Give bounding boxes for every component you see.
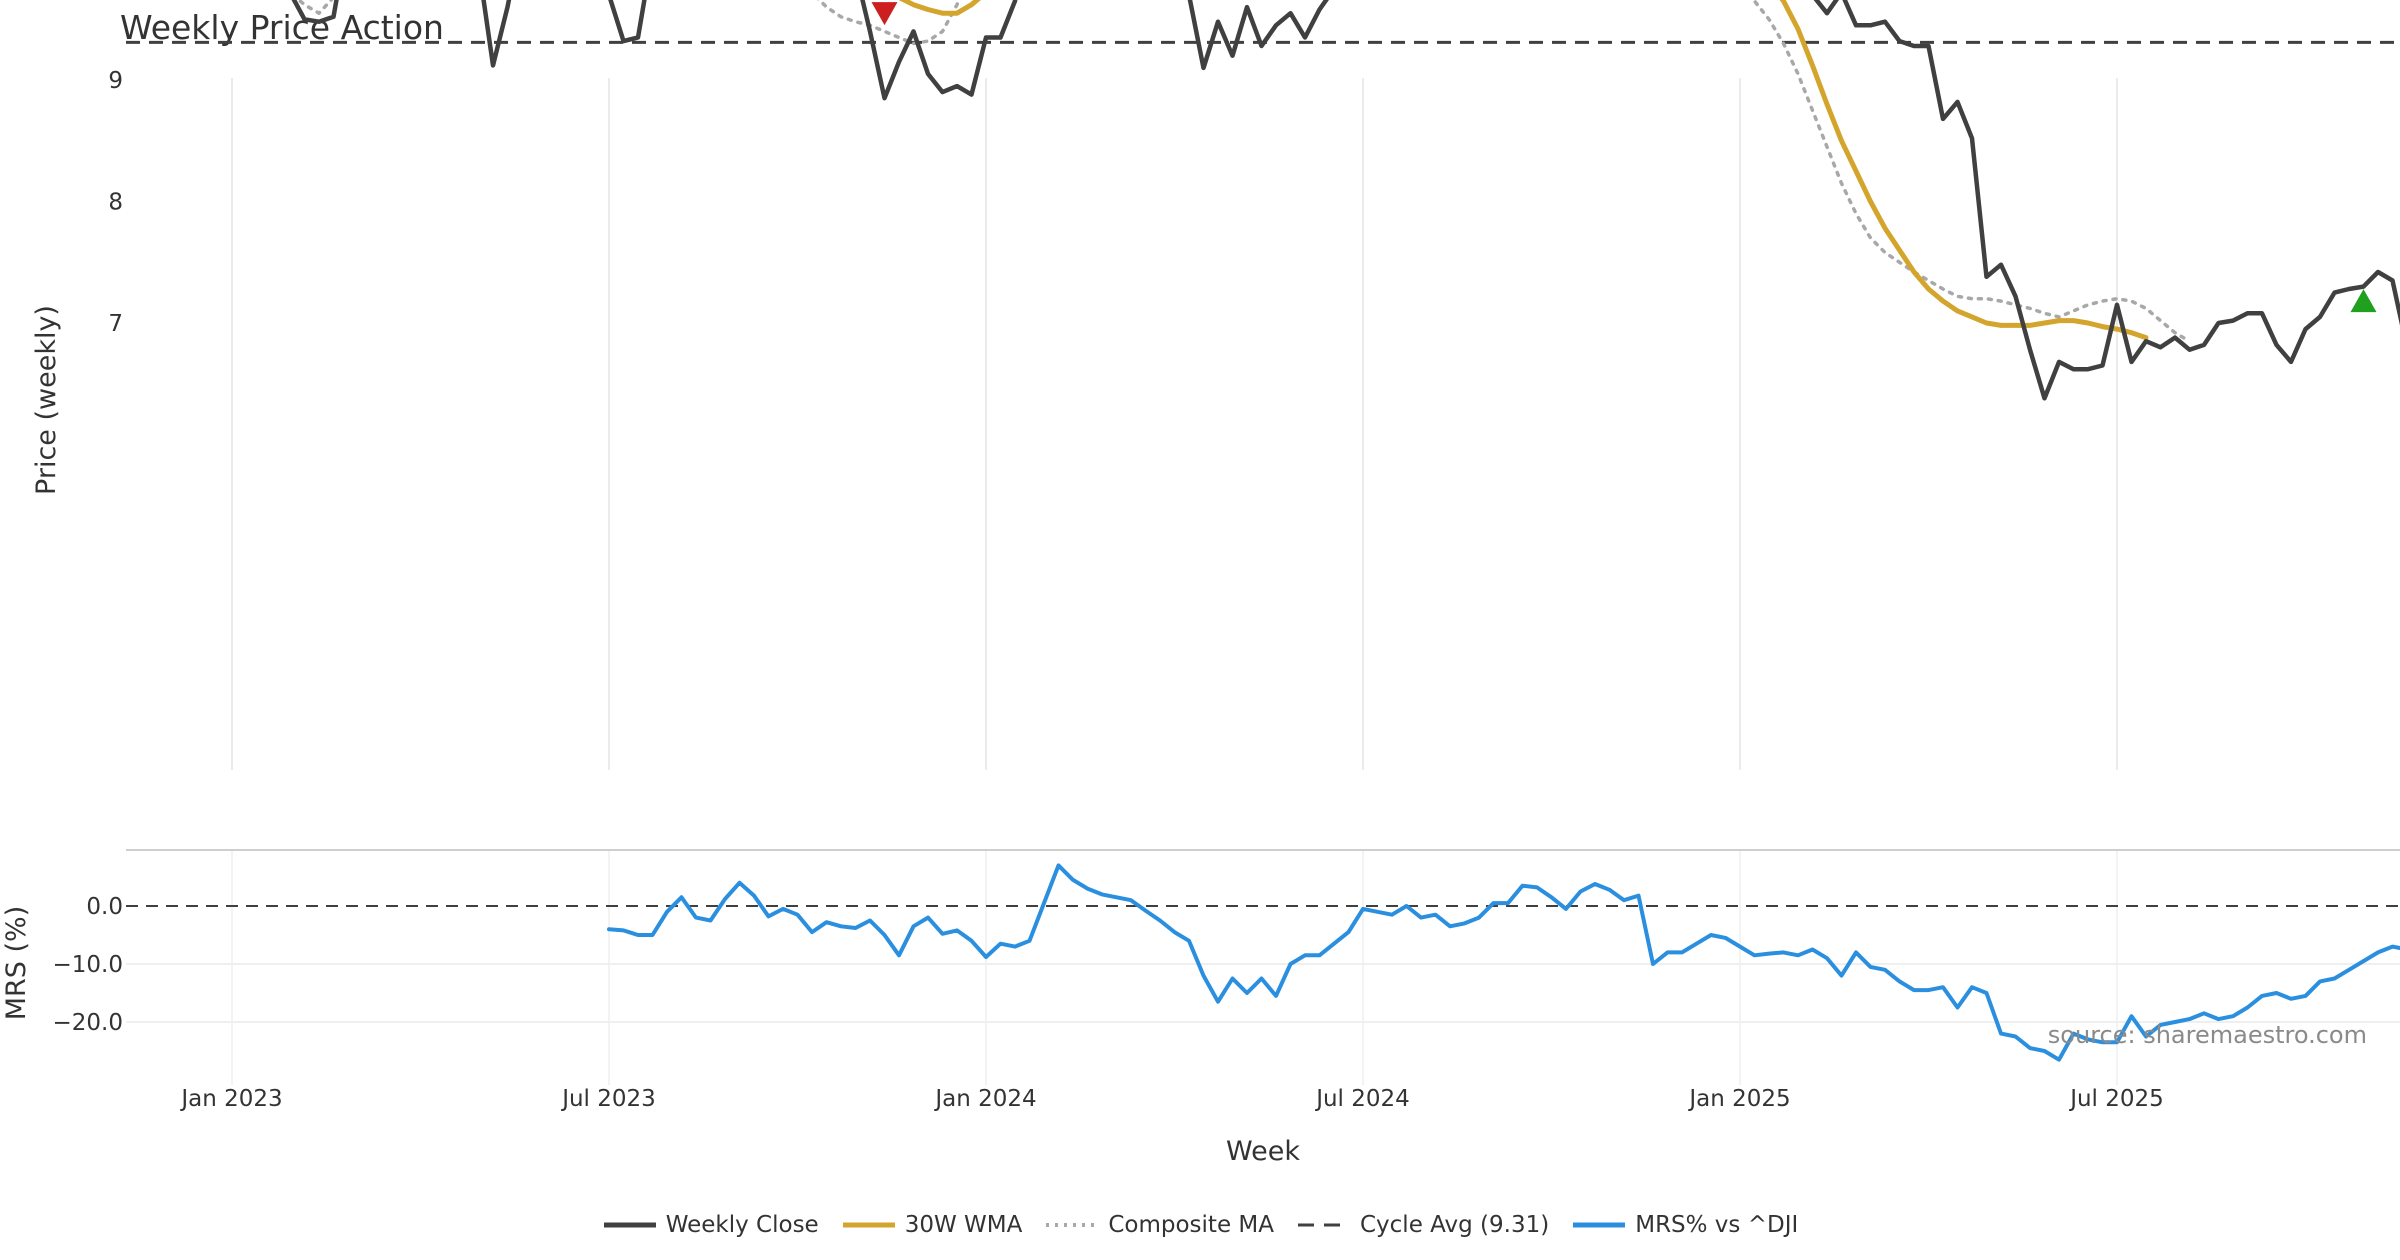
legend-swatch-mrs (1573, 1222, 1626, 1228)
sell-signal-marker (871, 2, 898, 26)
buy-signal-marker (2350, 289, 2377, 313)
x-tick-label: Jul 2023 (560, 1086, 656, 1112)
source-text: source: sharemaestro.com (2048, 1021, 2367, 1049)
price-y-tick-label: 7 (108, 311, 123, 337)
x-tick-label: Jan 2025 (1687, 1086, 1790, 1112)
chart-title: Weekly Price Action (120, 8, 444, 47)
legend-item-cycle-avg: Cycle Avg (9.31) (1296, 1212, 1549, 1238)
mrs-series (607, 863, 2400, 1062)
legend-label-30w-wma: 30W WMA (904, 1212, 1023, 1238)
legend-item-30w-wma: 30W WMA (841, 1212, 1023, 1238)
mrs-y-tick-label: 0.0 (86, 894, 123, 920)
mrs-horizontal-gridlines (126, 850, 2400, 1085)
series-weekly-close (291, 0, 2400, 401)
mrs-y-tick-label: −10.0 (53, 952, 123, 978)
legend-label-cycle-avg: Cycle Avg (9.31) (1359, 1212, 1550, 1238)
legend-swatch-cycle-avg (1297, 1223, 1350, 1227)
mrs-y-axis-label: MRS (%) (1, 906, 32, 1021)
mrs-y-tick-label: −20.0 (53, 1010, 123, 1036)
price-y-ticks: 7891011 (108, 68, 123, 337)
legend-label-weekly-close: Weekly Close (665, 1212, 819, 1238)
legend-swatch-30w-wma (842, 1222, 895, 1228)
legend-swatch-composite-ma (1046, 1223, 1099, 1227)
price-vertical-gridlines (231, 78, 2118, 770)
legend-item-weekly-close: Weekly Close (602, 1212, 819, 1238)
legend-swatch-weekly-close (603, 1222, 656, 1228)
price-series (291, 0, 2400, 401)
legend-label-composite-ma: Composite MA (1108, 1212, 1274, 1238)
x-axis-ticks: Jan 2023 Jul 2023 Jan 2024 Jul 2024 Jan 2025… (179, 1086, 2163, 1112)
price-y-axis-label: Price (weekly) (31, 305, 62, 495)
x-tick-label: Jul 2024 (1314, 1086, 1410, 1112)
price-y-tick-label: 9 (108, 68, 123, 94)
series-30w-wma (898, 0, 2149, 341)
price-signals (871, 2, 2377, 313)
x-axis-label: Week (1226, 1136, 1300, 1167)
legend: Weekly Close 30W WMA Composite MA Cycle … (0, 1212, 2400, 1238)
legend-label-mrs: MRS% vs ^DJI (1635, 1212, 1799, 1238)
series-composite-ma (296, 0, 2192, 343)
legend-item-mrs: MRS% vs ^DJI (1571, 1212, 1798, 1238)
x-tick-label: Jan 2024 (933, 1086, 1036, 1112)
x-tick-label: Jan 2023 (179, 1086, 282, 1112)
price-y-tick-label: 8 (108, 190, 123, 216)
mrs-y-ticks: 0.0 −10.0 −20.0 (53, 894, 123, 1036)
x-tick-label: Jul 2025 (2068, 1086, 2164, 1112)
series-mrs-vs-dji (607, 863, 2400, 1062)
legend-item-composite-ma: Composite MA (1044, 1212, 1274, 1238)
